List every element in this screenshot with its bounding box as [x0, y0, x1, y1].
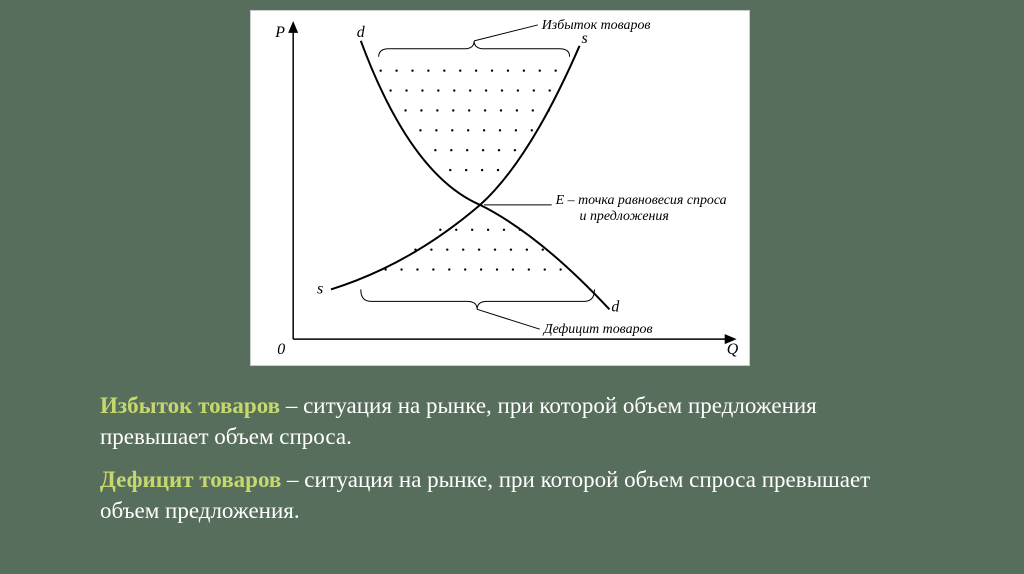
definitions-block: Избыток товаров – ситуация на рынке, при…: [100, 390, 930, 538]
equilibrium-annotation-1: E – точка равновесия спроса: [555, 193, 727, 208]
x-axis-label: Q: [727, 341, 739, 358]
deficit-dots: [384, 229, 561, 271]
surplus-term: Избыток товаров: [100, 393, 280, 418]
supply-demand-diagram: P Q 0 d d s s Избыток товаров Дефицит то…: [250, 10, 750, 366]
surplus-leader: [474, 25, 538, 41]
origin-label: 0: [277, 341, 285, 358]
deficit-brace: [361, 289, 595, 309]
diagram-svg: P Q 0 d d s s Избыток товаров Дефицит то…: [251, 11, 749, 365]
demand-curve: [361, 41, 610, 309]
demand-label-bottom: d: [611, 298, 619, 315]
supply-label-bottom: s: [317, 280, 323, 297]
axes: P Q 0: [274, 21, 738, 358]
y-axis-label: P: [274, 24, 285, 41]
surplus-definition: Избыток товаров – ситуация на рынке, при…: [100, 390, 930, 452]
surplus-brace: [379, 41, 570, 57]
deficit-term: Дефицит товаров: [100, 467, 281, 492]
deficit-annotation: Дефицит товаров: [542, 322, 653, 337]
surplus-annotation: Избыток товаров: [541, 18, 651, 33]
demand-label-top: d: [357, 24, 365, 41]
supply-curve: [331, 46, 580, 290]
deficit-leader: [477, 309, 540, 329]
equilibrium-annotation-2: и предложения: [580, 209, 669, 224]
surplus-dots: [379, 69, 556, 171]
deficit-definition: Дефицит товаров – ситуация на рынке, при…: [100, 464, 930, 526]
